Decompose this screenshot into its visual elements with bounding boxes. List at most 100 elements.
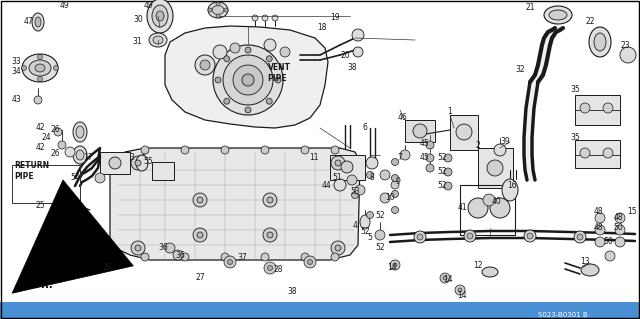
Text: S023-B0301 B: S023-B0301 B: [538, 312, 588, 318]
Text: 13: 13: [580, 257, 590, 266]
Circle shape: [400, 150, 410, 160]
Circle shape: [444, 154, 452, 162]
Circle shape: [335, 160, 341, 166]
Text: 53: 53: [350, 188, 360, 197]
Circle shape: [197, 232, 203, 238]
Circle shape: [227, 259, 232, 264]
Ellipse shape: [32, 13, 44, 31]
Text: 20: 20: [340, 51, 350, 61]
Ellipse shape: [149, 33, 167, 47]
Text: 26: 26: [50, 125, 60, 135]
Text: 16: 16: [507, 181, 517, 189]
Circle shape: [490, 198, 510, 218]
Ellipse shape: [212, 5, 224, 14]
Circle shape: [131, 241, 145, 255]
Circle shape: [426, 141, 434, 149]
Circle shape: [417, 234, 423, 240]
Ellipse shape: [73, 146, 87, 164]
Text: 35: 35: [570, 133, 580, 143]
Bar: [575, 140, 620, 168]
Ellipse shape: [502, 179, 518, 201]
Circle shape: [595, 225, 605, 235]
Text: 45: 45: [420, 152, 430, 161]
Text: 52: 52: [360, 227, 370, 236]
Text: 33: 33: [11, 57, 21, 66]
Bar: [0, 302, 640, 319]
Bar: [330, 155, 365, 180]
Text: 19: 19: [330, 13, 340, 23]
Circle shape: [230, 43, 240, 53]
Bar: [405, 120, 435, 142]
Circle shape: [135, 160, 141, 166]
Circle shape: [393, 263, 397, 267]
Circle shape: [224, 56, 230, 62]
Circle shape: [580, 148, 590, 158]
Ellipse shape: [589, 27, 611, 57]
Ellipse shape: [581, 264, 599, 276]
Ellipse shape: [147, 0, 173, 33]
Circle shape: [267, 197, 273, 203]
Text: 15: 15: [627, 207, 637, 217]
Bar: [152, 162, 174, 180]
Circle shape: [38, 77, 42, 81]
Text: 12: 12: [473, 261, 483, 270]
Circle shape: [58, 141, 66, 149]
Text: 9: 9: [396, 177, 401, 187]
Circle shape: [193, 193, 207, 207]
Ellipse shape: [153, 36, 163, 44]
Circle shape: [65, 147, 75, 157]
Circle shape: [458, 288, 462, 292]
Circle shape: [413, 124, 427, 138]
Circle shape: [467, 233, 473, 239]
Text: 47: 47: [23, 18, 33, 26]
Circle shape: [483, 194, 495, 206]
Circle shape: [580, 103, 590, 113]
Circle shape: [334, 179, 346, 191]
Circle shape: [266, 56, 272, 62]
Circle shape: [268, 265, 273, 271]
Circle shape: [443, 276, 447, 280]
Circle shape: [34, 96, 42, 104]
Circle shape: [494, 144, 506, 156]
Text: 55: 55: [143, 158, 153, 167]
Circle shape: [221, 146, 229, 154]
Text: 26: 26: [50, 149, 60, 158]
Circle shape: [263, 193, 277, 207]
Circle shape: [109, 157, 121, 169]
Text: 52: 52: [375, 243, 385, 253]
Circle shape: [242, 74, 254, 86]
Text: 48: 48: [613, 213, 623, 222]
Ellipse shape: [136, 155, 148, 171]
Polygon shape: [165, 26, 328, 128]
Ellipse shape: [594, 33, 606, 51]
Circle shape: [331, 146, 339, 154]
Ellipse shape: [482, 267, 498, 277]
Text: 25: 25: [35, 201, 45, 210]
Circle shape: [468, 198, 488, 218]
Circle shape: [335, 245, 341, 251]
Circle shape: [301, 253, 309, 261]
Circle shape: [331, 156, 345, 170]
Circle shape: [392, 159, 399, 166]
Circle shape: [380, 170, 390, 180]
Circle shape: [263, 228, 277, 242]
Circle shape: [347, 175, 357, 185]
Text: RETURN
PIPE: RETURN PIPE: [14, 160, 49, 181]
Circle shape: [221, 253, 229, 261]
Text: 51: 51: [332, 174, 342, 182]
Text: 52: 52: [437, 152, 447, 161]
Text: 18: 18: [317, 24, 327, 33]
Circle shape: [367, 211, 374, 219]
Circle shape: [141, 253, 149, 261]
Circle shape: [615, 225, 625, 235]
Circle shape: [615, 237, 625, 247]
Circle shape: [275, 77, 281, 83]
Circle shape: [527, 233, 533, 239]
Text: 42: 42: [35, 123, 45, 132]
Text: 54: 54: [70, 174, 80, 182]
Circle shape: [216, 2, 220, 6]
Circle shape: [380, 193, 390, 203]
Circle shape: [95, 173, 105, 183]
Circle shape: [213, 45, 227, 59]
Text: 38: 38: [347, 63, 357, 72]
